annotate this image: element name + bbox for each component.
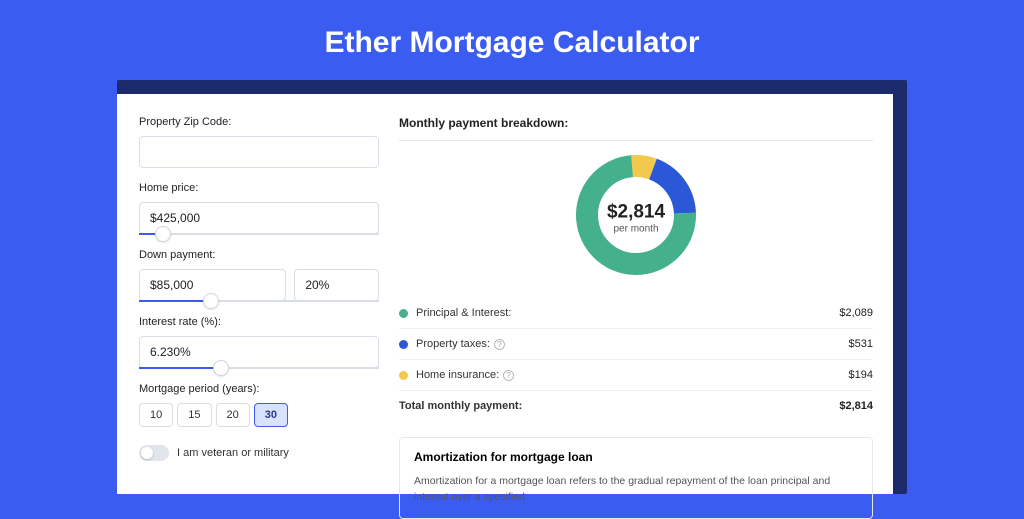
interest-rate-input[interactable] [139,336,379,368]
legend-value-principal: $2,089 [839,307,873,319]
legend-label-insurance: Home insurance: ? [416,369,849,381]
zip-group: Property Zip Code: [139,116,379,168]
donut-chart-wrap: $2,814 per month [399,155,873,280]
period-button-10[interactable]: 10 [139,403,173,427]
breakdown-title: Monthly payment breakdown: [399,116,873,141]
legend-label-principal: Principal & Interest: [416,307,839,319]
legend-dot-taxes [399,340,408,349]
home-price-input[interactable] [139,202,379,234]
legend-label-taxes: Property taxes: ? [416,338,849,350]
form-column: Property Zip Code: Home price: Down paym… [139,116,379,494]
amortization-title: Amortization for mortgage loan [414,450,858,464]
home-price-slider-thumb[interactable] [155,226,171,242]
legend-dot-principal [399,309,408,318]
home-price-group: Home price: [139,182,379,235]
down-payment-label: Down payment: [139,249,379,261]
interest-rate-label: Interest rate (%): [139,316,379,328]
donut-center: $2,814 per month [607,201,665,234]
zip-label: Property Zip Code: [139,116,379,128]
page-title: Ether Mortgage Calculator [0,0,1024,80]
legend-row-principal: Principal & Interest:$2,089 [399,298,873,329]
legend-dot-insurance [399,371,408,380]
breakdown-column: Monthly payment breakdown: $2,814 per mo… [399,116,873,494]
calculator-card: Property Zip Code: Home price: Down paym… [117,94,893,494]
donut-sub: per month [607,223,665,234]
legend-value-taxes: $531 [849,338,873,350]
period-button-15[interactable]: 15 [177,403,211,427]
down-payment-group: Down payment: [139,249,379,302]
home-price-slider[interactable] [139,233,379,235]
card-shadow-frame: Property Zip Code: Home price: Down paym… [117,80,907,494]
interest-rate-group: Interest rate (%): [139,316,379,369]
legend: Principal & Interest:$2,089Property taxe… [399,298,873,421]
donut-chart: $2,814 per month [576,155,696,280]
amortization-box: Amortization for mortgage loan Amortizat… [399,437,873,519]
period-button-20[interactable]: 20 [216,403,250,427]
amortization-text: Amortization for a mortgage loan refers … [414,474,858,506]
legend-row-insurance: Home insurance: ?$194 [399,360,873,391]
interest-rate-slider-thumb[interactable] [213,360,229,376]
down-payment-slider[interactable] [139,300,379,302]
period-button-30[interactable]: 30 [254,403,288,427]
down-payment-pct-input[interactable] [294,269,379,301]
zip-input[interactable] [139,136,379,168]
legend-total-value: $2,814 [839,400,873,412]
veteran-toggle[interactable] [139,445,169,461]
info-icon[interactable]: ? [503,370,514,381]
mortgage-period-group: Mortgage period (years): 10152030 [139,383,379,427]
donut-amount: $2,814 [607,201,665,223]
veteran-toggle-knob [141,447,153,459]
legend-row-total: Total monthly payment:$2,814 [399,391,873,421]
legend-total-label: Total monthly payment: [399,400,839,412]
down-payment-slider-thumb[interactable] [203,293,219,309]
legend-row-taxes: Property taxes: ?$531 [399,329,873,360]
info-icon[interactable]: ? [494,339,505,350]
mortgage-period-label: Mortgage period (years): [139,383,379,395]
interest-rate-slider[interactable] [139,367,379,369]
veteran-label: I am veteran or military [177,447,289,459]
home-price-label: Home price: [139,182,379,194]
legend-value-insurance: $194 [849,369,873,381]
veteran-toggle-row: I am veteran or military [139,445,379,461]
